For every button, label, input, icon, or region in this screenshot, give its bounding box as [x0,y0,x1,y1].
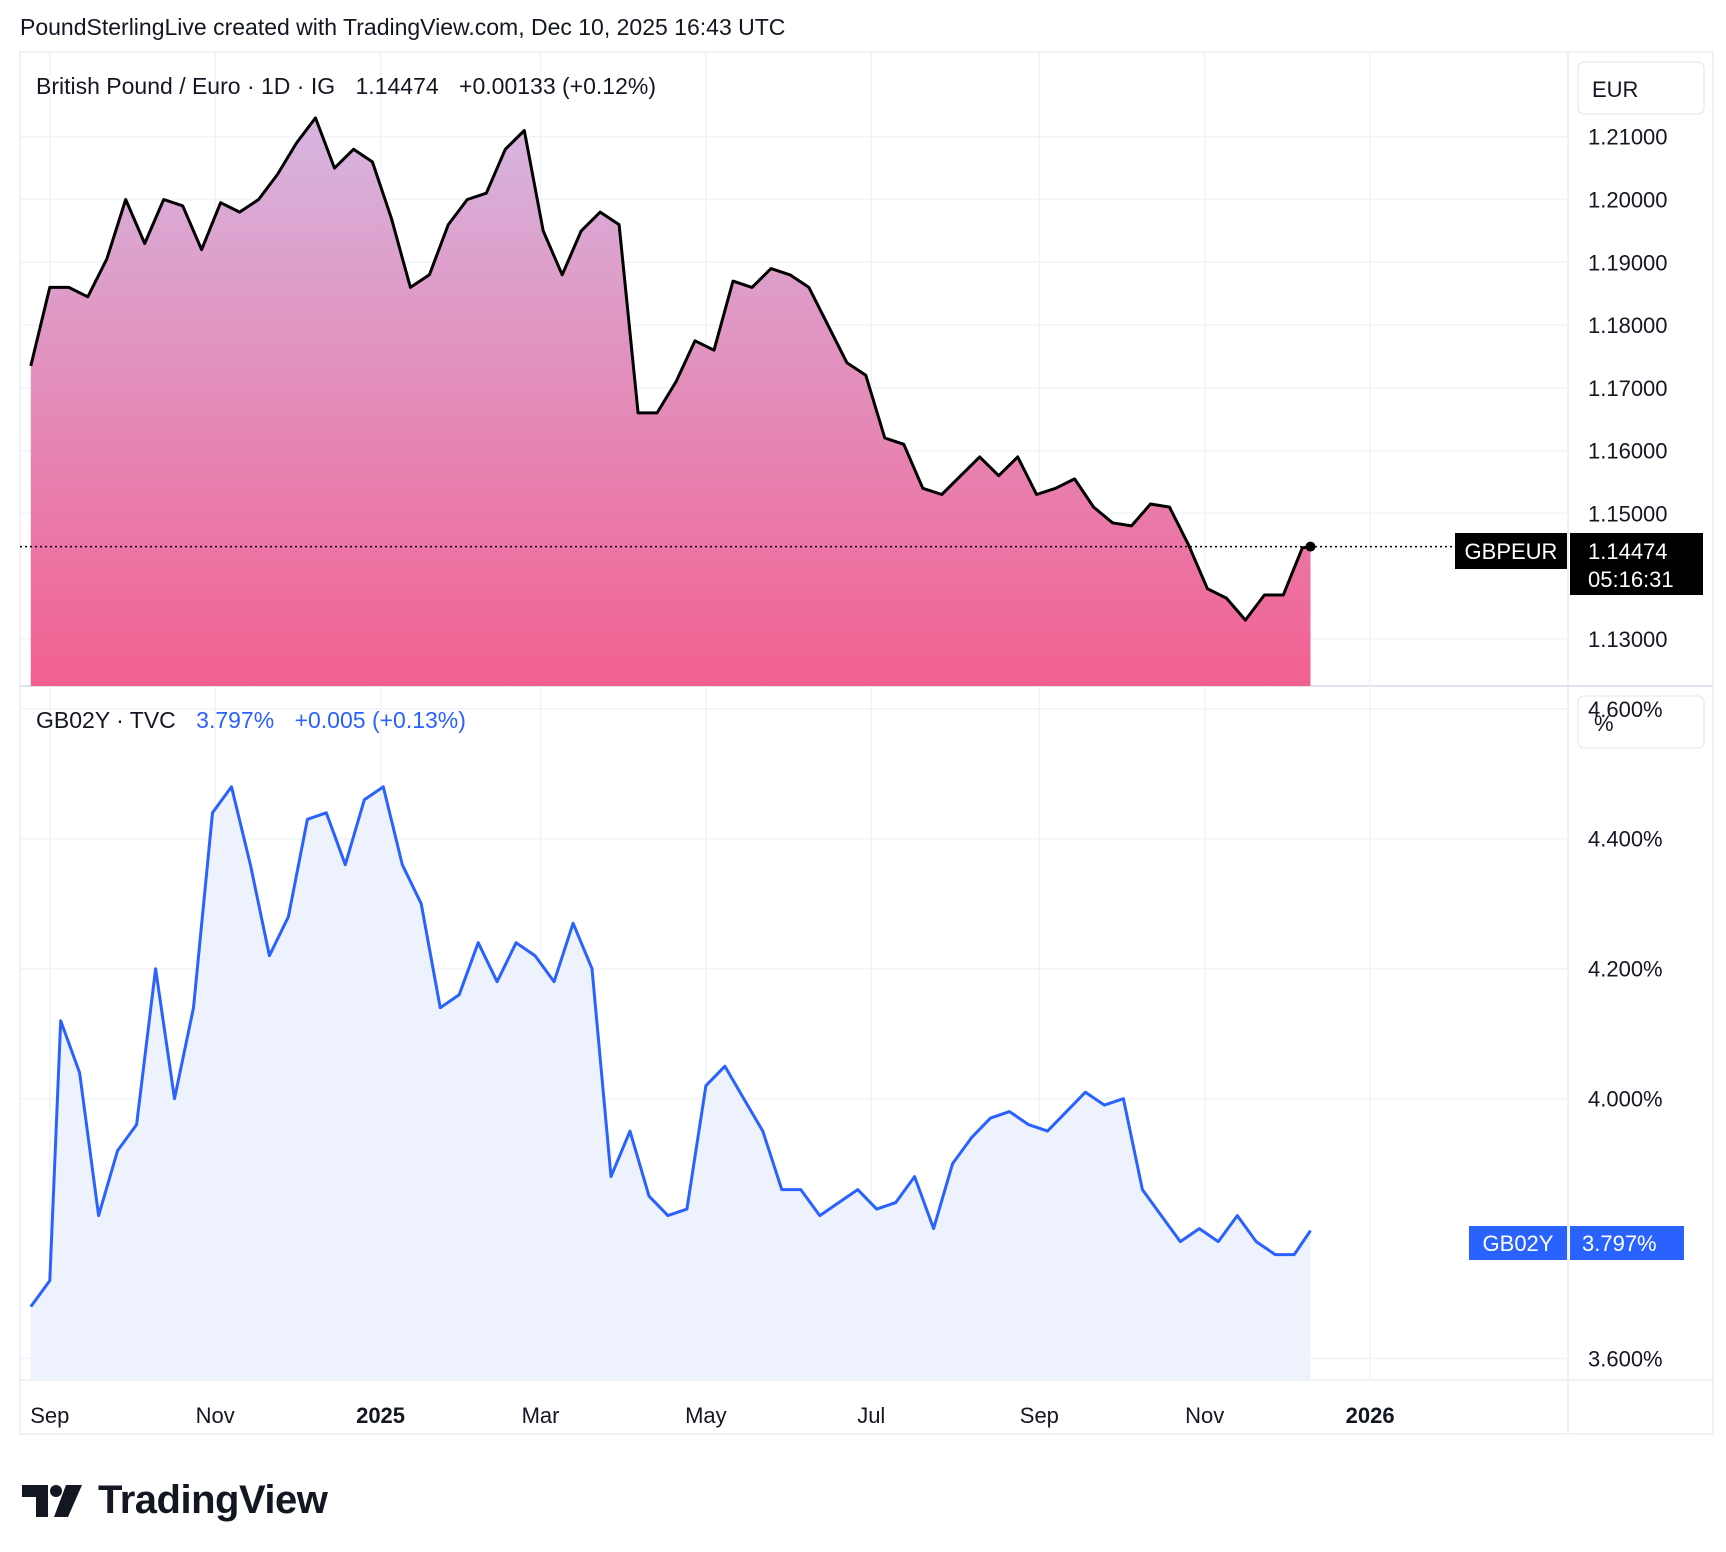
y-tick-label: 1.21000 [1588,125,1668,150]
gbpeur-pane[interactable] [20,116,1455,686]
x-tick-label: Sep [30,1403,69,1428]
gb02y-symbol-tag [1469,1226,1567,1260]
gb02y-pane[interactable] [29,785,1312,1380]
gb02y-legend-last: 3.797% [196,707,274,733]
y-tick-label: 1.15000 [1588,501,1668,526]
gb02y-price-tag-value: 3.797% [1582,1231,1657,1256]
y-tick-label: 1.20000 [1588,188,1668,213]
y-tick-label: 1.13000 [1588,627,1668,652]
gbpeur-symbol-tag-text: GBPEUR [1465,539,1558,564]
chart-frame [19,51,1714,1435]
y-tick-label: 4.000% [1588,1087,1663,1112]
x-tick-label: Sep [1020,1403,1059,1428]
gbpeur-last-point [1305,541,1316,552]
gb02y-area-fill [30,786,1311,1380]
eur-unit-label: EUR [1592,77,1638,102]
time-axis[interactable]: Sep Nov 2025 Mar May Jul Sep Nov 2026 [30,1403,1394,1428]
gb02y-legend-symbol: GB02Y · TVC [36,707,176,733]
x-tick-label: Mar [522,1403,560,1428]
y-tick-label: 4.400% [1588,827,1663,852]
y-tick-label: 1.16000 [1588,439,1668,464]
gb02y-legend-change: +0.005 (+0.13%) [295,707,466,733]
percent-unit-label: % [1594,711,1614,736]
gbpeur-series-line [29,116,1311,622]
gbpeur-legend: British Pound / Euro · 1D · IG 1.14474 +… [36,73,656,99]
chart-credit: PoundSterlingLive created with TradingVi… [20,14,786,40]
y-tick-label: 3.600% [1588,1347,1663,1372]
gbpeur-price-tag-value: 1.14474 [1588,539,1668,564]
y-tick-label: 1.19000 [1588,250,1668,275]
gbpeur-legend-change: +0.00133 (+0.12%) [459,73,656,99]
tradingview-logo[interactable]: TradingView [22,1478,328,1523]
gbpeur-price-tag [1570,533,1703,595]
tradingview-logo-text: TradingView [98,1478,328,1522]
gb02y-legend: GB02Y · TVC 3.797% +0.005 (+0.13%) [36,707,466,733]
gb02y-price-axis[interactable]: 4.600% 4.400% 4.200% 4.000% 3.600% [1588,697,1663,1372]
gb02y-symbol-tag-text: GB02Y [1483,1231,1554,1256]
x-tick-label: Jul [857,1403,885,1428]
y-tick-label: 1.17000 [1588,376,1668,401]
gbpeur-price-axis[interactable]: 1.21000 1.20000 1.19000 1.18000 1.17000 1.160… [1588,125,1668,652]
percent-unit-button[interactable] [1577,695,1705,749]
x-tick-label: 2025 [356,1403,405,1428]
y-tick-label: 4.600% [1588,697,1663,722]
gb02y-series-line [29,785,1312,1308]
x-tick-label: 2026 [1346,1403,1395,1428]
gb02y-price-tag [1570,1226,1684,1260]
eur-unit-button[interactable] [1577,61,1705,115]
x-tick-label: May [685,1403,727,1428]
gbpeur-area-fill [30,117,1311,686]
y-tick-label: 1.18000 [1588,313,1668,338]
y-tick-label: 4.200% [1588,957,1663,982]
gbpeur-legend-symbol: British Pound / Euro · 1D · IG [36,73,335,99]
x-tick-label: Nov [1185,1403,1224,1428]
gbpeur-legend-last: 1.14474 [356,73,439,99]
gbpeur-countdown: 05:16:31 [1588,567,1674,592]
tradingview-logo-icon [22,1484,82,1517]
gbpeur-symbol-tag [1455,533,1567,569]
x-tick-label: Nov [196,1403,235,1428]
